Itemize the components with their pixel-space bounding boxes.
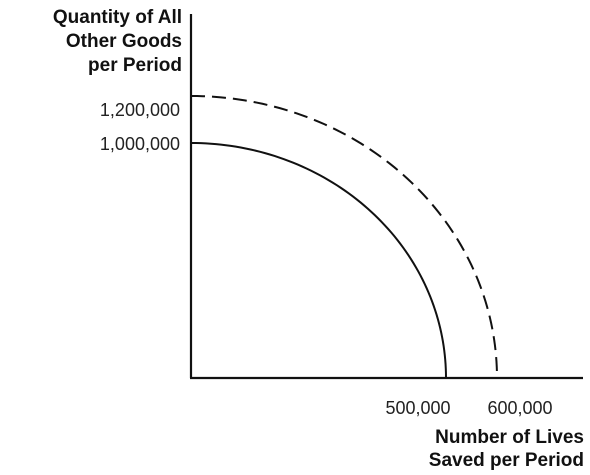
y-axis-label-line-3: per Period — [88, 55, 182, 76]
x-tick-600000: 600,000 — [487, 398, 552, 418]
y-axis-label-line-1: Quantity of All — [52, 7, 182, 28]
x-axis-label-line-1: Number of Lives — [435, 427, 584, 448]
series-0-curve — [190, 142, 447, 379]
plot-area — [190, 95, 498, 379]
x-axis-label: Number of Lives Saved per Period — [429, 426, 584, 472]
x-tick-500000: 500,000 — [385, 398, 450, 418]
y-axis-label-line-2: Other Goods — [65, 31, 182, 52]
y-tick-1000000: 1,000,000 — [100, 134, 180, 154]
series-1-curve — [190, 95, 498, 379]
y-axis-label: Quantity of All Other Goods per Period — [53, 6, 182, 78]
y-tick-1200000: 1,200,000 — [100, 100, 180, 120]
x-axis-label-line-2: Saved per Period — [428, 450, 584, 471]
